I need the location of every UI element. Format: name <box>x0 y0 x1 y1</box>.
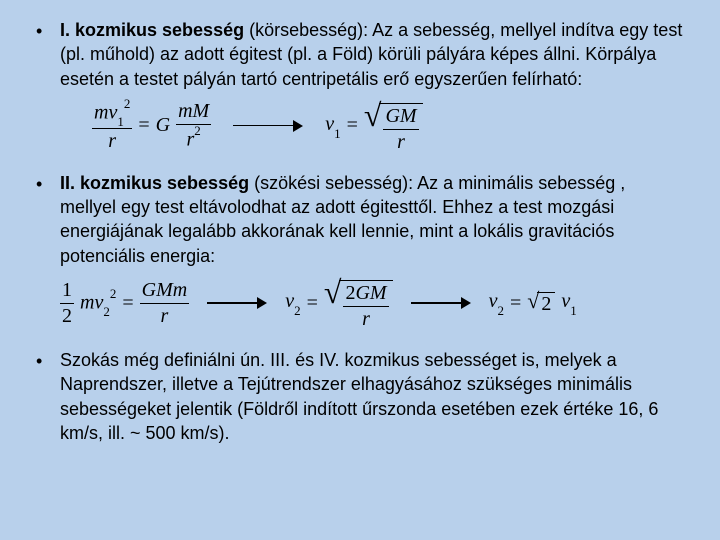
formula-2-rhs: v2 = √ 2 v1 <box>489 290 577 316</box>
formula-1-eq2: = <box>347 114 358 137</box>
bullet-glyph: • <box>36 18 60 43</box>
arrow-icon <box>233 119 303 133</box>
formula-1-lhs: mv12 r = G mM r2 <box>92 100 211 152</box>
formula-2-mid: v2 = √ 2GM r <box>285 276 392 330</box>
item-3-rest: Szokás még definiálni ún. III. és IV. ko… <box>60 350 658 443</box>
bullet-item-2: • II. kozmikus sebesség (szökési sebessé… <box>36 171 684 268</box>
item-3-text: Szokás még definiálni ún. III. és IV. ko… <box>60 348 684 445</box>
arrow-icon <box>411 296 471 310</box>
item-1-paren: (körsebesség): <box>244 20 372 40</box>
formula-1-eq1: = <box>138 114 149 137</box>
bullet-item-3: • Szokás még definiálni ún. III. és IV. … <box>36 348 684 445</box>
item-2-lead: II. kozmikus sebesség <box>60 173 249 193</box>
item-2-paren: (szökési sebesség): <box>249 173 417 193</box>
formula-2-eq3: = <box>510 292 521 315</box>
formula-1-rhs: v1 = √ GM r <box>325 99 422 153</box>
item-1-text: I. kozmikus sebesség (körsebesség): Az a… <box>60 18 684 91</box>
arrow-icon <box>207 296 267 310</box>
bullet-item-1: • I. kozmikus sebesség (körsebesség): Az… <box>36 18 684 91</box>
formula-2-lhs: 1 2 mv22 = GMm r <box>60 280 189 327</box>
item-2-text: II. kozmikus sebesség (szökési sebesség)… <box>60 171 684 268</box>
formula-2-eq2: = <box>307 292 318 315</box>
item-1-lead: I. kozmikus sebesség <box>60 20 244 40</box>
formula-1: mv12 r = G mM r2 v1 = √ GM <box>92 99 684 153</box>
formula-2-eq1: = <box>122 292 133 315</box>
formula-2: 1 2 mv22 = GMm r v2 = √ 2GM <box>60 276 684 330</box>
bullet-glyph: • <box>36 348 60 373</box>
slide: • I. kozmikus sebesség (körsebesség): Az… <box>0 0 720 469</box>
bullet-glyph: • <box>36 171 60 196</box>
